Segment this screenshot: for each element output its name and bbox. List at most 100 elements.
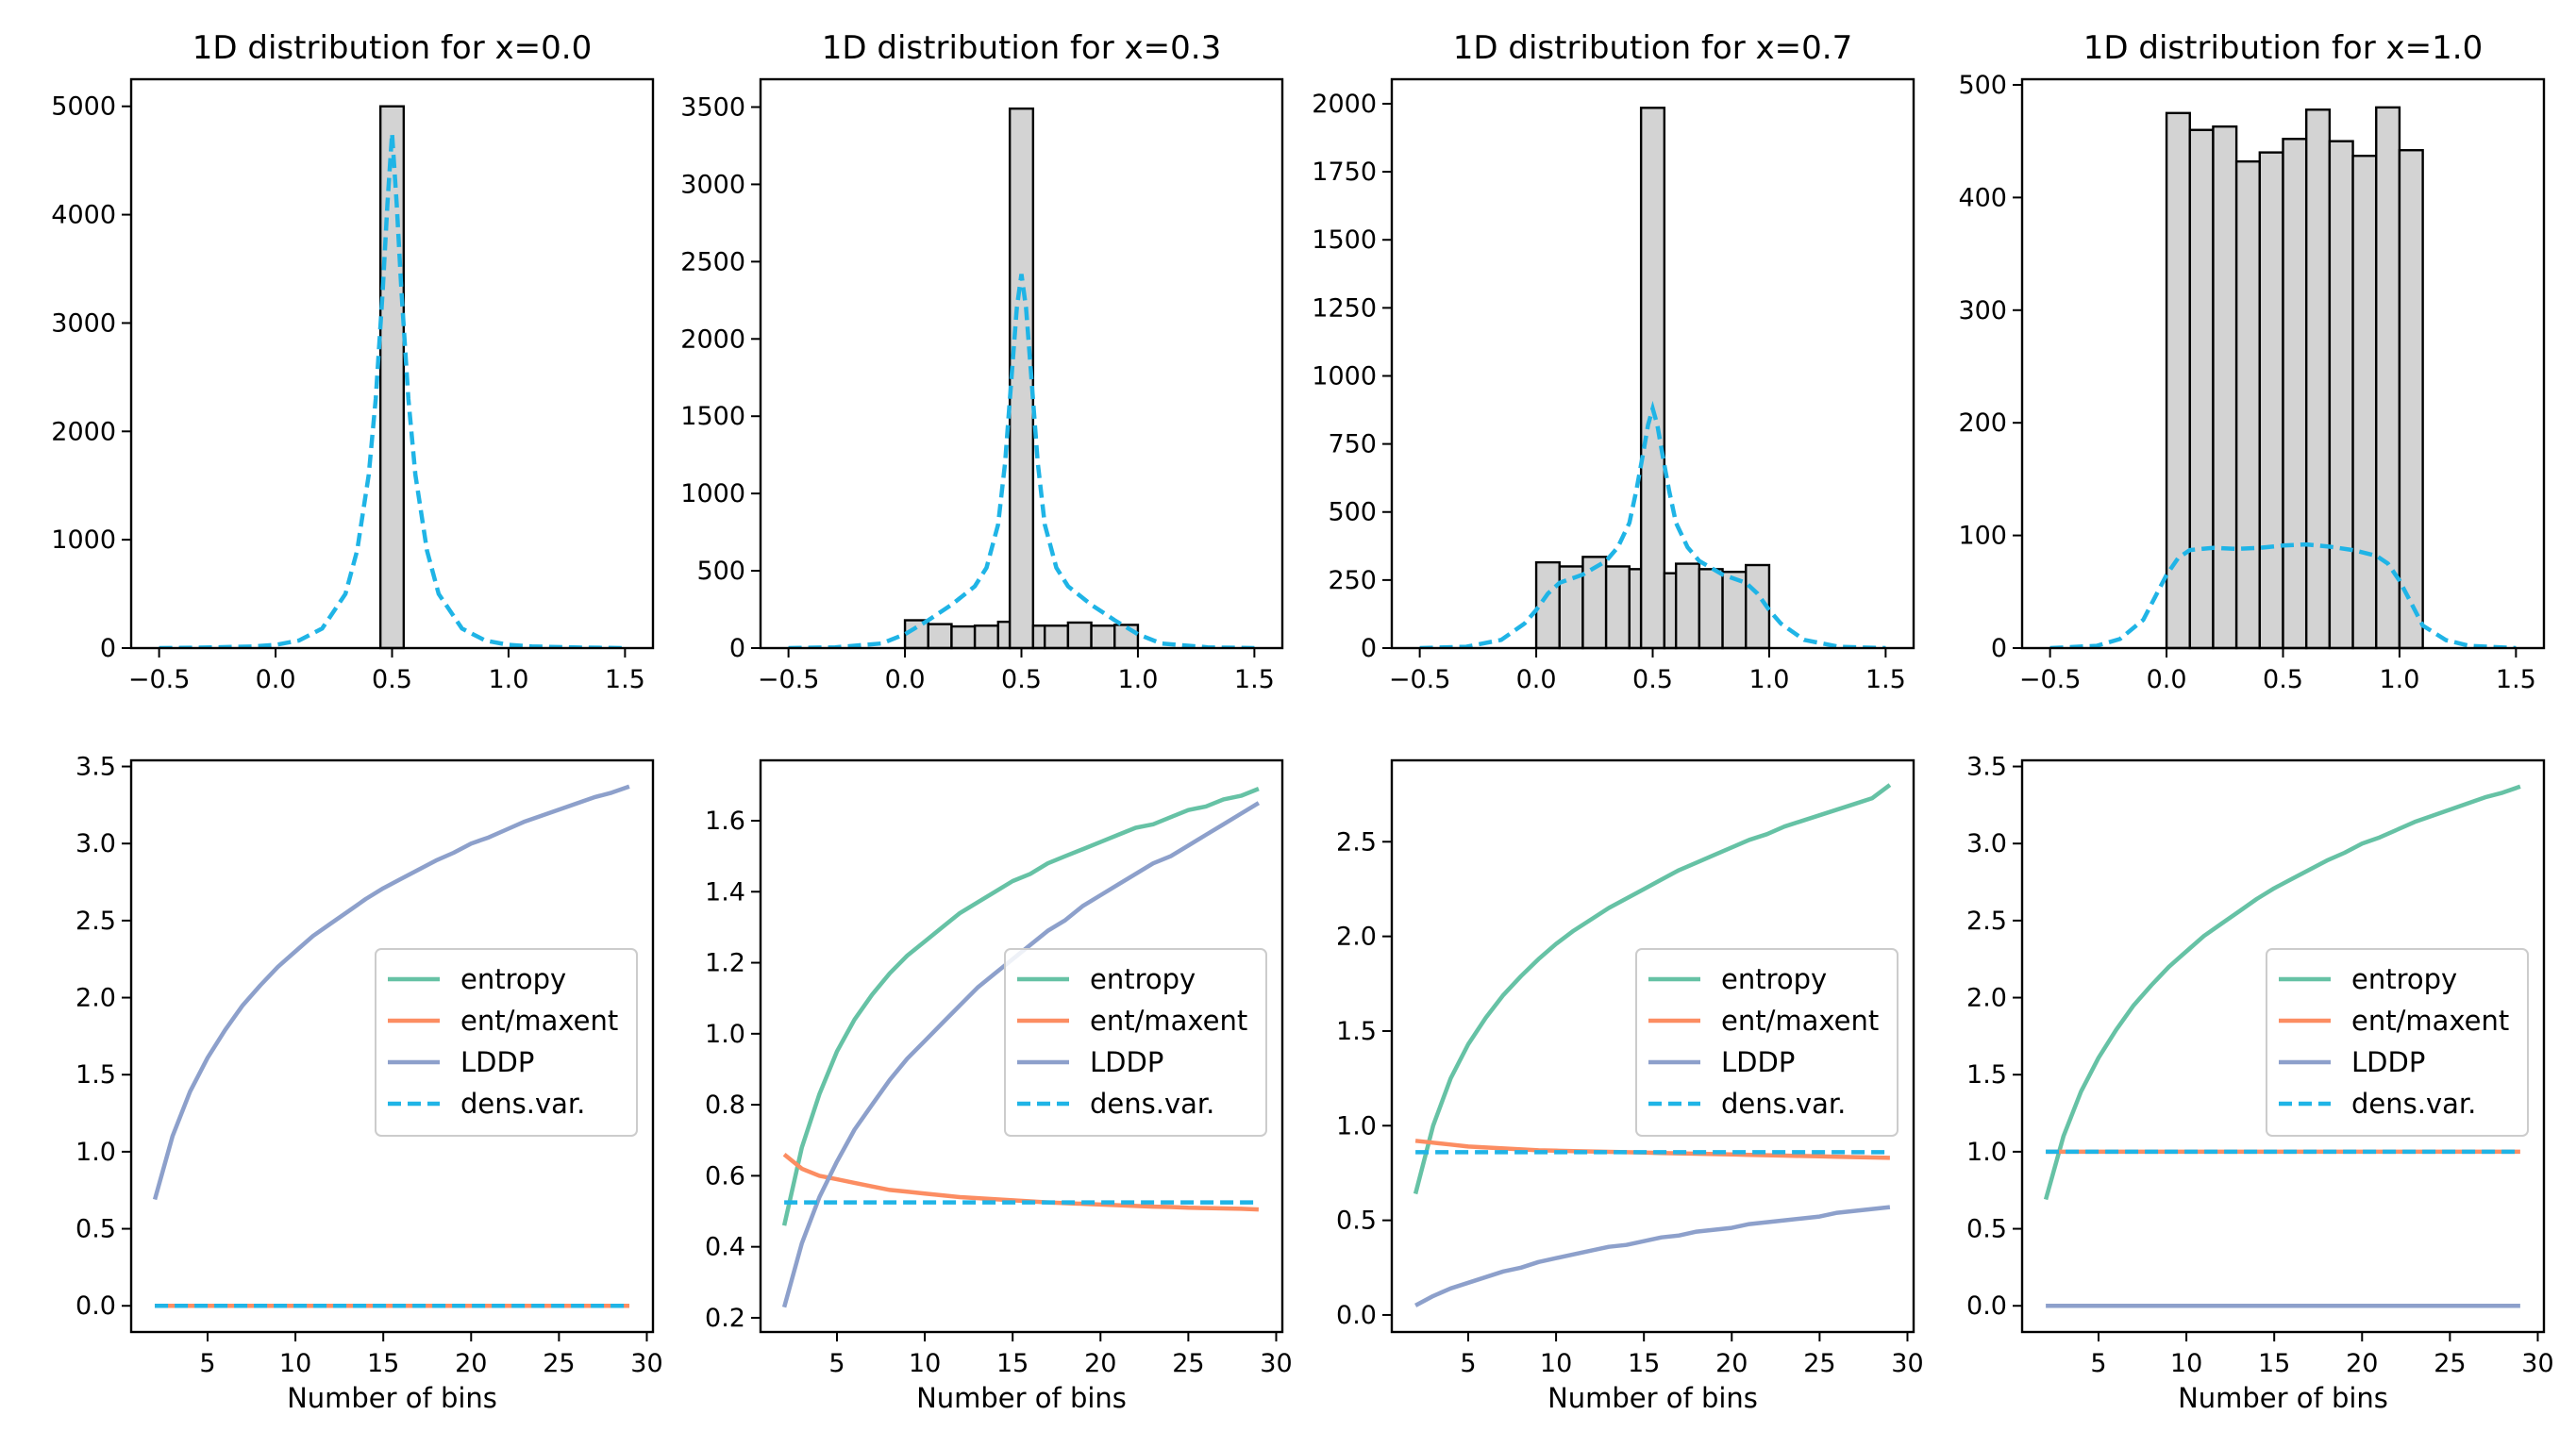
x-tick-label: 15 (367, 1349, 399, 1378)
y-tick-label: 0.6 (705, 1161, 745, 1191)
y-tick-label: 1500 (1312, 225, 1377, 255)
y-tick-label: 1.6 (705, 807, 745, 836)
histogram-bar (2212, 125, 2238, 650)
panel-title: 1D distribution for x=1.0 (2083, 29, 2483, 67)
histogram-bar (1534, 560, 1561, 650)
x-tick-label: 5 (1460, 1349, 1476, 1378)
histogram-bar (2282, 138, 2308, 650)
histogram-bar (2351, 154, 2378, 650)
y-tick-label: 2000 (1312, 90, 1377, 119)
histogram-bar (1581, 556, 1608, 650)
x-tick-label: 30 (1891, 1349, 1923, 1378)
legend: entropy ent/maxent LDDP dens.var. (2266, 948, 2529, 1137)
x-tick-label: 5 (828, 1349, 845, 1378)
histogram-bar (1639, 107, 1666, 650)
legend: entropy ent/maxent LDDP dens.var. (1004, 948, 1267, 1137)
y-tick-label: 0.5 (1336, 1207, 1377, 1236)
x-tick-label: 5 (199, 1349, 215, 1378)
x-tick-label: 1.5 (1865, 665, 1906, 694)
x-tick-label: 10 (2170, 1349, 2202, 1378)
histogram-bar (1066, 621, 1093, 650)
x-tick-label: 25 (543, 1349, 575, 1378)
x-tick-label: 1.0 (1117, 665, 1158, 694)
y-tick-label: 2.5 (1966, 907, 2007, 936)
y-tick-label: 2.0 (1336, 923, 1377, 952)
histogram-bar (2258, 151, 2284, 650)
y-tick-label: 1750 (1312, 158, 1377, 187)
panel-5: 5 10 15 20 25 30 0.0 0.5 1.0 1.5 2.0 2.5 3.0 3.5 Numbe… (75, 753, 663, 1414)
legend-label: entropy (460, 963, 566, 995)
series-line-entropy (1413, 783, 1892, 1195)
y-tick-label: 3500 (680, 92, 745, 122)
x-tick-label: 10 (1540, 1349, 1572, 1378)
series-line-lddp (152, 784, 630, 1201)
y-tick-label: 0.0 (1336, 1301, 1377, 1330)
x-tick-label: 10 (279, 1349, 311, 1378)
panel-7: 5 10 15 20 25 30 0.0 0.5 1.0 1.5 2.0 2.5 Number of b… (1336, 758, 1924, 1414)
y-tick-label: 3.0 (75, 829, 116, 858)
y-tick-label: 2.0 (1966, 984, 2007, 1013)
y-tick-label: 1.4 (705, 877, 745, 907)
x-axis-label: Number of bins (1547, 1382, 1758, 1414)
y-tick-label: 1250 (1312, 293, 1377, 323)
axes-frame (759, 758, 1284, 1334)
y-tick-label: 500 (1958, 71, 2007, 100)
legend-label: dens.var. (1721, 1088, 1846, 1120)
y-tick-label: 0 (100, 634, 116, 663)
x-tick-label: −0.5 (758, 665, 820, 694)
legend-box (1635, 948, 1899, 1137)
y-tick-label: 4000 (51, 201, 116, 230)
histogram-bar (1663, 572, 1678, 650)
y-tick-label: 750 (1328, 430, 1377, 459)
histogram-bar (2188, 128, 2215, 650)
panel-1: 1D distribution for x=0.0 −0.5 0.0 0.5 1.0 1.… (51, 29, 655, 694)
y-tick-label: 0.5 (75, 1215, 116, 1244)
y-tick-label: 200 (1958, 408, 2007, 438)
histogram-bar (2304, 108, 2332, 650)
histogram-bar (1674, 562, 1701, 650)
x-tick-label: −0.5 (2019, 665, 2082, 694)
series-line-lddp (1414, 1205, 1891, 1307)
legend: entropy ent/maxent LDDP dens.var. (375, 948, 638, 1137)
legend-box (375, 948, 638, 1137)
legend-label: ent/maxent (460, 1005, 618, 1037)
x-tick-label: 20 (1084, 1349, 1116, 1378)
density-curve (788, 274, 1255, 648)
x-tick-label: 15 (1628, 1349, 1660, 1378)
density-curve (1419, 400, 1886, 648)
histogram-bar (1721, 571, 1748, 650)
x-tick-label: 0.0 (2147, 665, 2187, 694)
y-tick-label: 1000 (680, 479, 745, 508)
y-tick-label: 100 (1958, 522, 2007, 551)
density-curve (2049, 541, 2517, 648)
x-tick-label: 0.5 (1001, 665, 1042, 694)
y-tick-label: 500 (1328, 498, 1377, 527)
x-tick-label: 30 (2521, 1349, 2553, 1378)
histogram-bar (996, 620, 1012, 650)
x-tick-label: 1.0 (2379, 665, 2419, 694)
histogram-bar (1031, 624, 1046, 650)
y-tick-label: 1500 (680, 402, 745, 431)
legend-label: dens.var. (2351, 1088, 2476, 1120)
y-tick-label: 2000 (680, 325, 745, 354)
y-tick-label: 0 (1361, 634, 1377, 663)
x-axis-label: Number of bins (916, 1382, 1127, 1414)
legend-label: LDDP (460, 1046, 534, 1078)
y-tick-label: 5000 (51, 92, 116, 122)
x-tick-label: 20 (1715, 1349, 1748, 1378)
x-tick-label: 20 (455, 1349, 487, 1378)
histogram-bar (1113, 624, 1140, 650)
histogram-bar (2398, 149, 2424, 650)
y-tick-label: 0.8 (705, 1091, 745, 1120)
x-tick-label: 0.0 (885, 665, 926, 694)
panel-title: 1D distribution for x=0.0 (192, 29, 592, 67)
x-tick-label: 25 (1172, 1349, 1204, 1378)
histogram-bar (2328, 140, 2354, 650)
y-tick-label: 3.0 (1966, 829, 2007, 858)
legend-box (1004, 948, 1267, 1137)
x-tick-label: −0.5 (128, 665, 191, 694)
panel-title: 1D distribution for x=0.3 (822, 29, 1221, 67)
y-tick-label: 2.0 (75, 984, 116, 1013)
panel-4: 1D distribution for x=1.0 −0.5 0.0 0.5 1.0 1.… (1958, 29, 2546, 694)
